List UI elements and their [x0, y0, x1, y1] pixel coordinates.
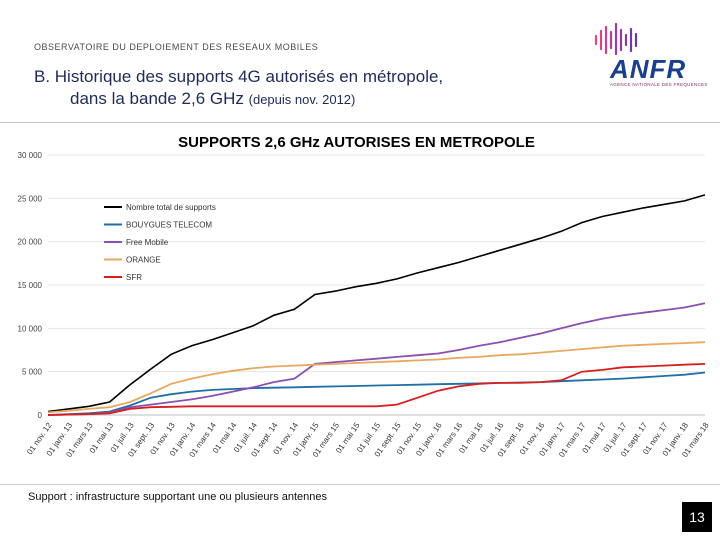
y-tick-label: 15 000	[18, 281, 43, 290]
anfr-logo: ANFR AGENCE NATIONALE DES FREQUENCES	[588, 20, 707, 100]
legend-label: Free Mobile	[126, 238, 169, 247]
line-chart: SUPPORTS 2,6 GHz AUTORISES EN METROPOLE 0…	[18, 134, 711, 459]
observatoire-label: OBSERVATOIRE DU DEPLOIEMENT DES RESEAUX …	[34, 42, 319, 52]
title-main: B. Historique des supports 4G autorisés …	[34, 67, 444, 86]
divider	[0, 484, 720, 485]
legend-label: Nombre total de supports	[126, 203, 216, 212]
title-line2-wrap: dans la bande 2,6 GHz (depuis nov. 2012)	[34, 88, 443, 111]
y-tick-label: 25 000	[18, 194, 43, 203]
logo-subtitle: AGENCE NATIONALE DES FREQUENCES	[610, 82, 708, 87]
series-line	[47, 341, 706, 414]
title-paren: (depuis nov. 2012)	[248, 92, 356, 107]
legend-label: BOUYGUES TELECOM	[126, 221, 212, 230]
title-line2: dans la bande 2,6 GHz	[70, 89, 244, 108]
page-number: 13	[682, 502, 712, 532]
footnote: Support : infrastructure supportant une …	[28, 491, 328, 503]
y-tick-label: 20 000	[18, 238, 43, 247]
y-tick-label: 10 000	[18, 324, 43, 333]
series-line	[47, 371, 706, 416]
logo-wave-icon	[594, 22, 638, 56]
y-tick-label: 30 000	[18, 151, 43, 160]
series-line	[47, 302, 706, 416]
logo-text: ANFR	[610, 54, 687, 84]
series-line	[47, 194, 706, 413]
chart-title: SUPPORTS 2,6 GHz AUTORISES EN METROPOLE	[178, 134, 535, 151]
legend-label: SFR	[126, 273, 142, 282]
y-tick-label: 0	[38, 411, 43, 420]
series-line	[47, 363, 706, 416]
y-tick-label: 5 000	[22, 368, 43, 377]
slide-title: B. Historique des supports 4G autorisés …	[34, 66, 443, 111]
legend-label: ORANGE	[126, 256, 161, 265]
chart-container: SUPPORTS 2,6 GHz AUTORISES EN METROPOLE 0…	[0, 122, 720, 478]
